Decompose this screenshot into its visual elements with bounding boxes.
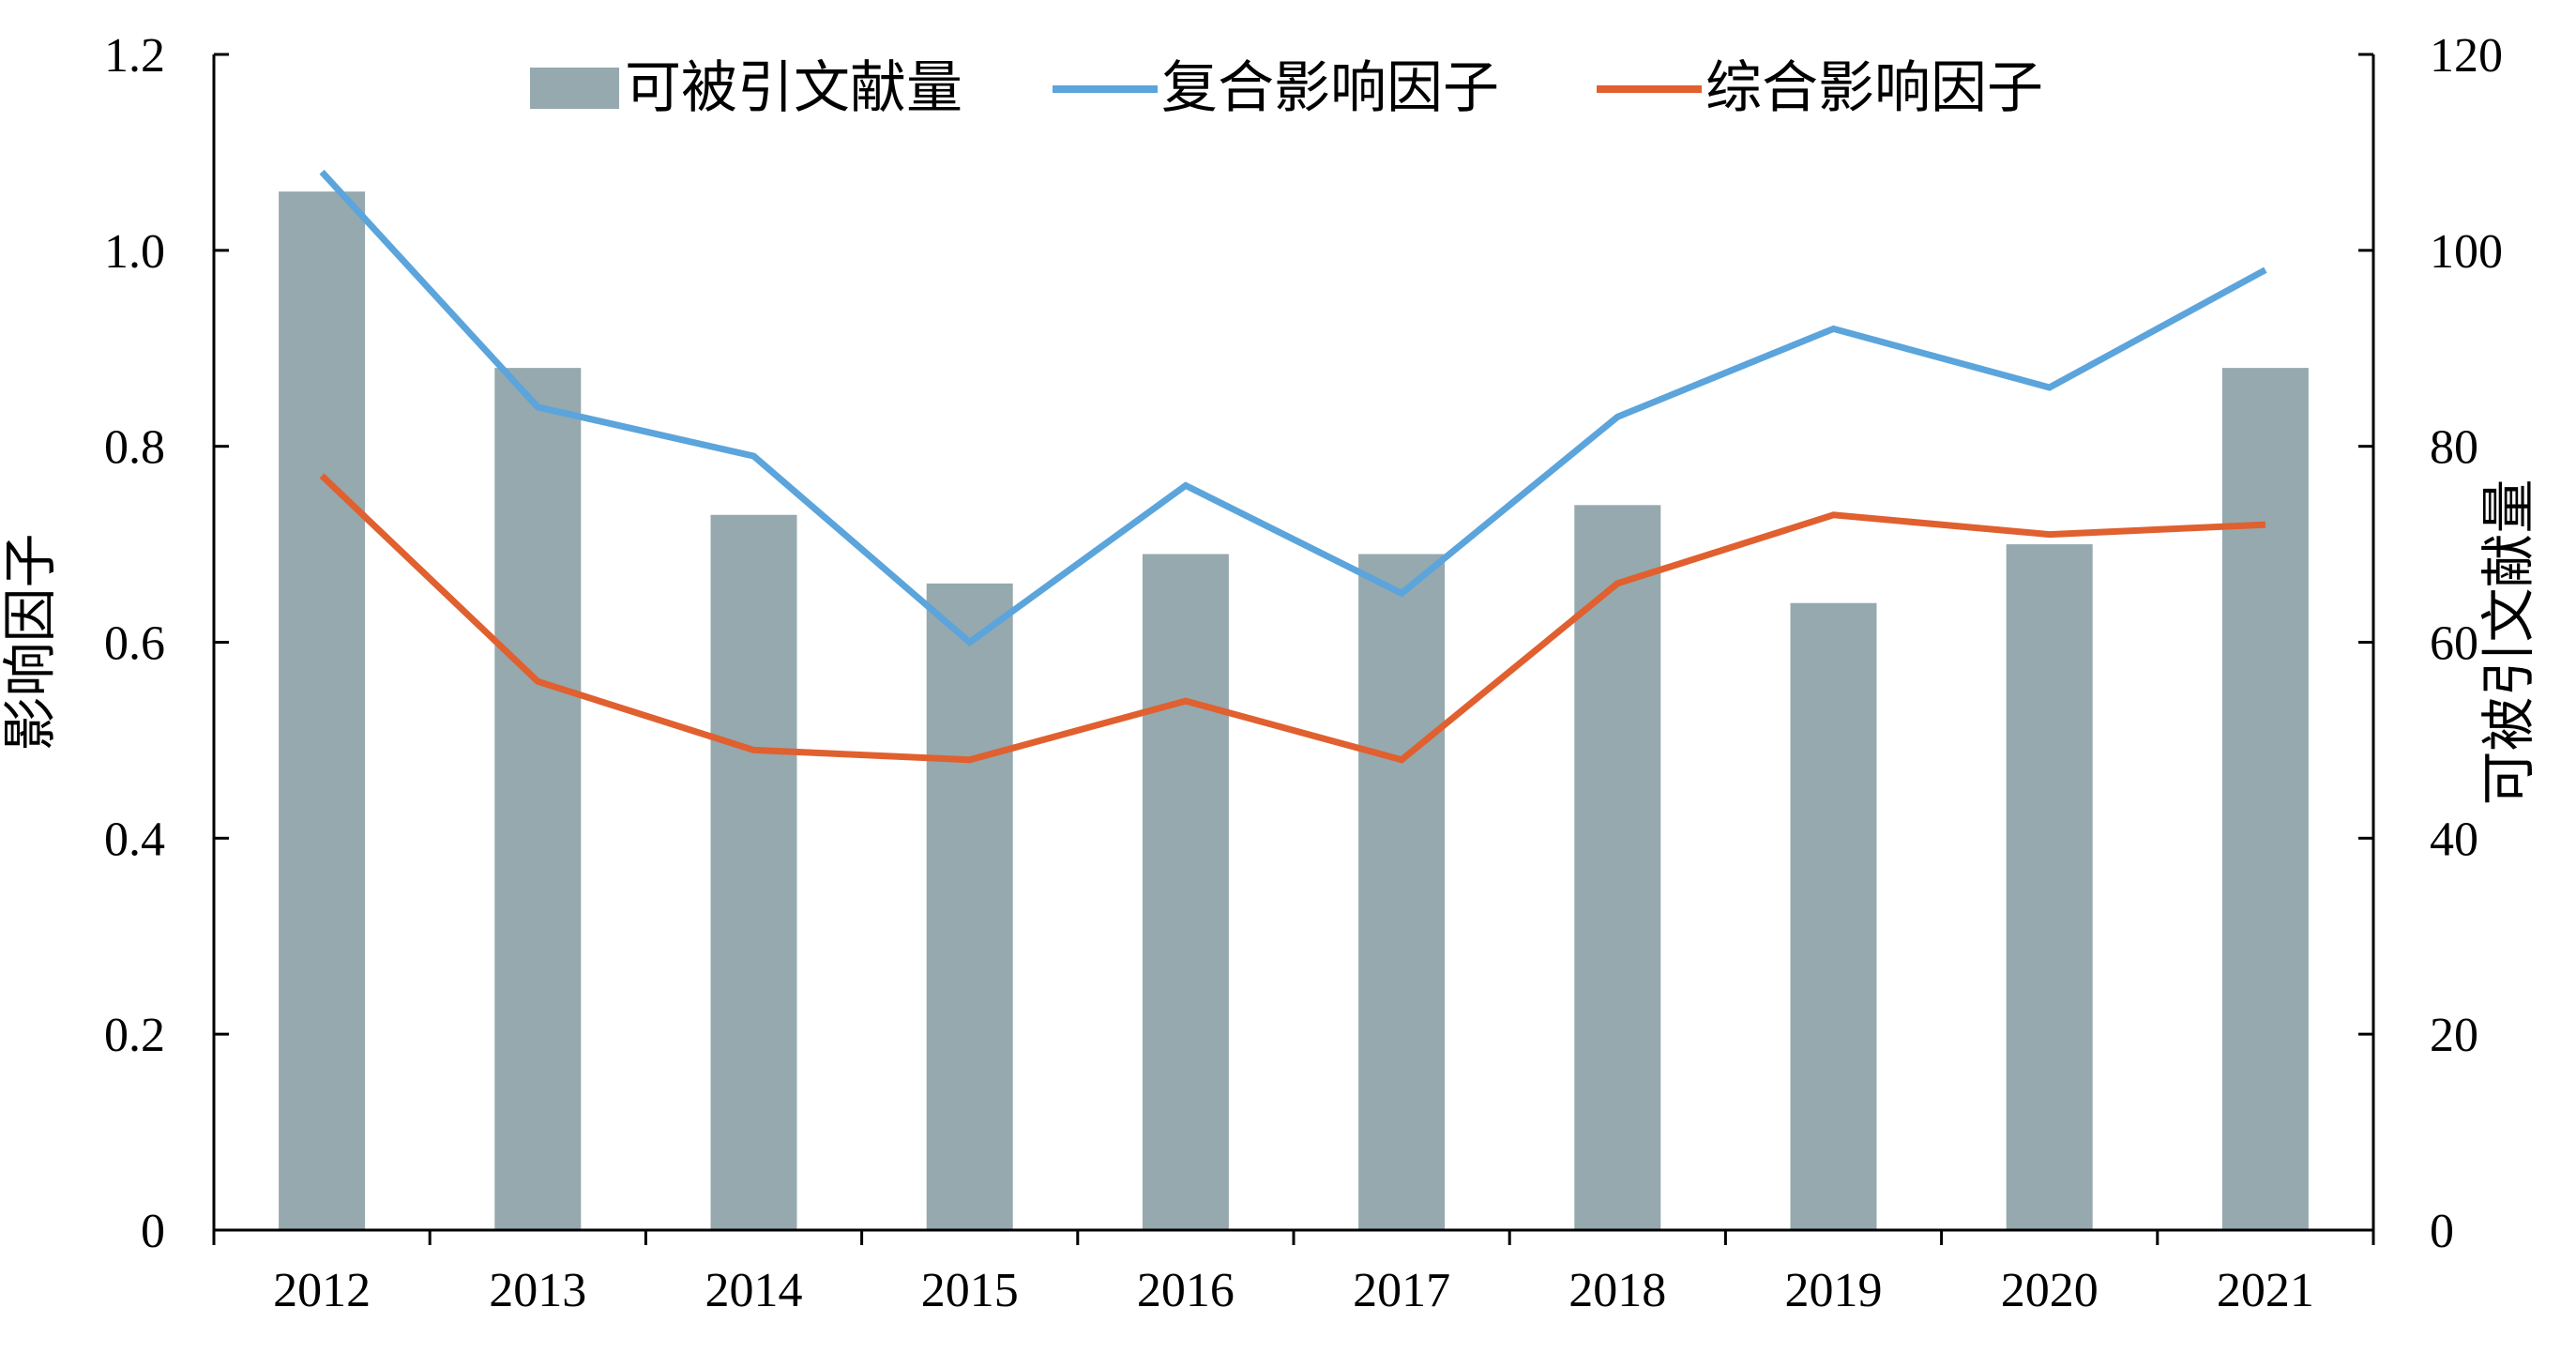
y-right-tick-label: 40 <box>2430 813 2478 866</box>
y-left-tick-label: 0 <box>141 1205 165 1258</box>
bar-2012 <box>279 191 366 1230</box>
x-tick-label: 2018 <box>1568 1264 1666 1317</box>
x-tick-label: 2014 <box>705 1264 803 1317</box>
y-left-tick-label: 1.2 <box>104 29 165 83</box>
legend: 可被引文献量 复合影响因子 综合影响因子 <box>530 57 2043 119</box>
y-left-tick-label: 1.0 <box>104 225 165 279</box>
bar-2016 <box>1142 554 1229 1230</box>
bar-series-group <box>279 191 2309 1231</box>
bar-2020 <box>2006 544 2093 1230</box>
y-left-tick-label: 0.4 <box>104 813 165 866</box>
x-tick-label: 2015 <box>921 1264 1019 1317</box>
y-right-tick-label: 100 <box>2430 225 2503 279</box>
x-tick-label: 2021 <box>2217 1264 2314 1317</box>
line-series-group <box>319 169 2267 764</box>
y-left-tick-label: 0.2 <box>104 1009 165 1062</box>
bar-2014 <box>710 514 797 1230</box>
legend-label-0: 可被引文献量 <box>625 57 962 119</box>
y-right-tick-label: 20 <box>2430 1009 2478 1062</box>
bar-2019 <box>1790 602 1877 1230</box>
x-tick-label: 2017 <box>1353 1264 1450 1317</box>
legend-label-1: 复合影响因子 <box>1161 57 1499 119</box>
bar-2021 <box>2221 368 2309 1231</box>
line-series-2 <box>319 473 2266 764</box>
x-tick-label: 2012 <box>273 1264 371 1317</box>
x-tick-label: 2019 <box>1785 1264 1883 1317</box>
y-right-tick-label: 60 <box>2430 617 2478 671</box>
y-right-axis-title: 可被引文献量 <box>2478 479 2539 805</box>
y-right-tick-label: 0 <box>2430 1205 2454 1258</box>
legend-swatch-bar <box>530 68 619 109</box>
x-tick-label: 2016 <box>1137 1264 1235 1317</box>
y-left-tick-label: 0.8 <box>104 421 165 475</box>
x-tick-label: 2020 <box>2001 1264 2099 1317</box>
line-series-1 <box>319 169 2267 646</box>
y-left-axis-title: 影响因子 <box>0 533 61 751</box>
y-left-tick-label: 0.6 <box>104 617 165 671</box>
bar-2017 <box>1358 554 1446 1230</box>
x-tick-label: 2013 <box>489 1264 586 1317</box>
bar-2015 <box>926 583 1013 1230</box>
axes-group: 2012 2013 2014 2015 2016 2017 2018 2019 2020 2021… <box>0 29 2539 1317</box>
bar-2013 <box>494 368 582 1231</box>
y-right-tick-label: 120 <box>2430 29 2503 83</box>
bar-2018 <box>1574 505 1661 1230</box>
y-right-tick-label: 80 <box>2430 421 2478 475</box>
legend-label-2: 综合影响因子 <box>1705 57 2043 119</box>
